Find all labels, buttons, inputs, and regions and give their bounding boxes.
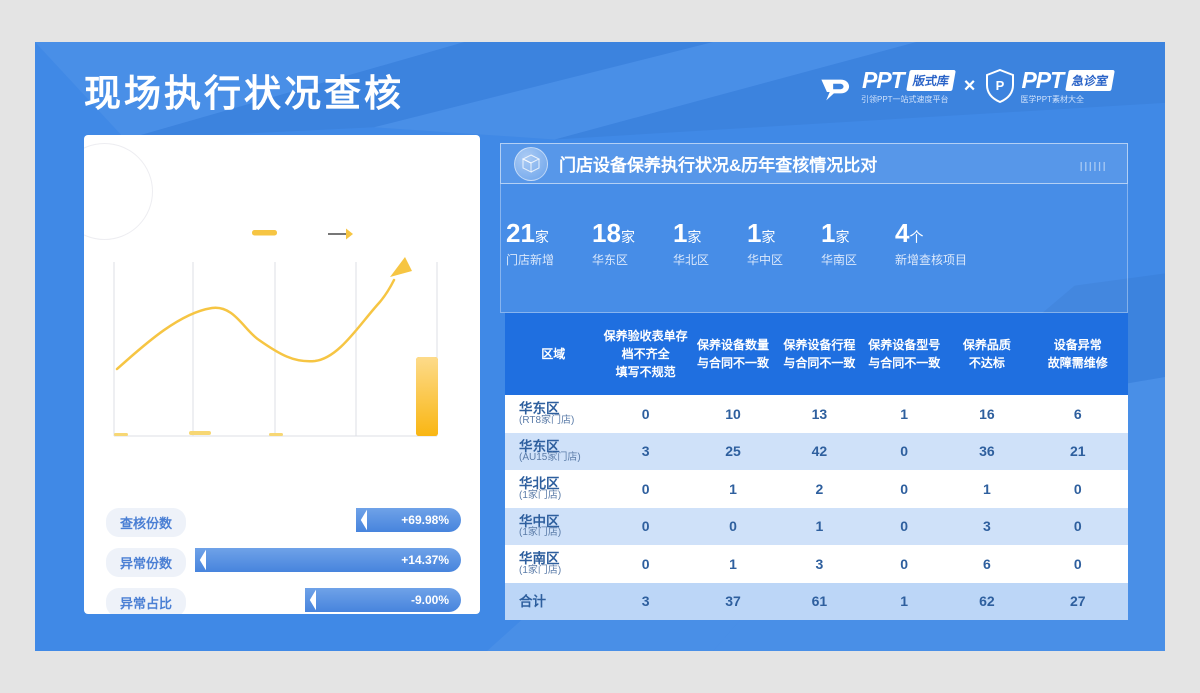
svg-text:P: P xyxy=(996,78,1005,93)
